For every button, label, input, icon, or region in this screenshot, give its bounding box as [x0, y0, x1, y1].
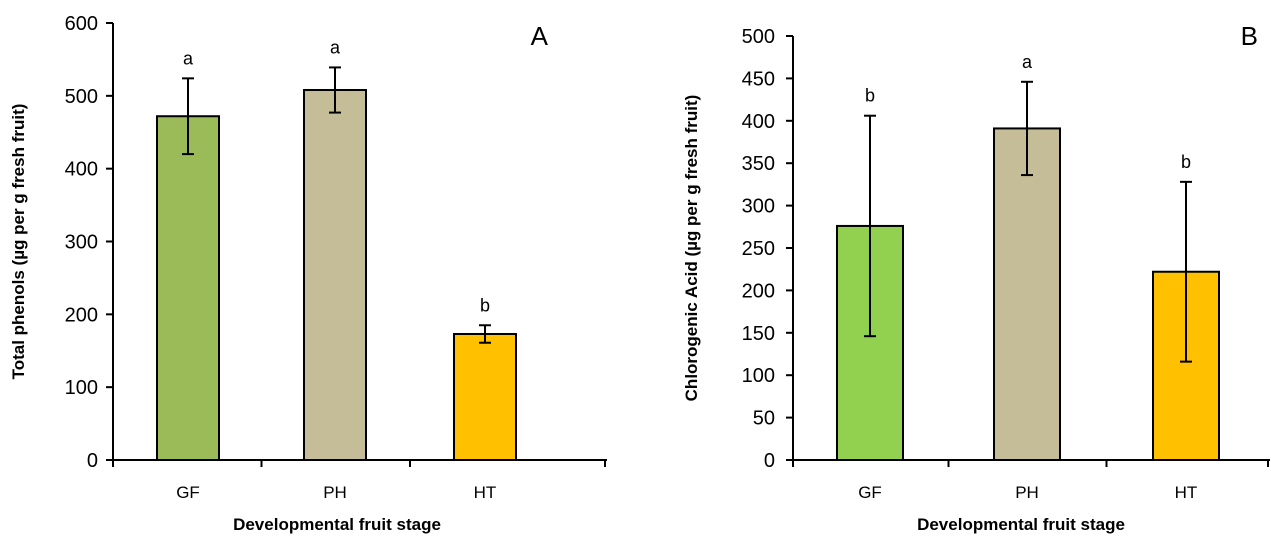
bar-ph — [993, 127, 1061, 461]
x-tick-label: GF — [176, 483, 200, 502]
y-tick-label: 450 — [742, 68, 775, 90]
y-tick-label: 400 — [65, 159, 98, 181]
y-tick-label: 200 — [742, 280, 775, 302]
y-tick-label: 200 — [65, 304, 98, 326]
y-tick-label: 400 — [742, 111, 775, 133]
bar-ht — [453, 332, 517, 461]
x-axis-title: Developmental fruit stage — [917, 515, 1125, 534]
y-tick-label: 300 — [742, 196, 775, 218]
panel-a-chart: 0 100 200 300 400 500 600 GF PH HT a a b A Total pheno… — [9, 13, 607, 534]
significance-label: b — [1181, 152, 1191, 172]
x-tick-label: GF — [858, 483, 882, 502]
significance-label: b — [865, 86, 875, 106]
panel-b-chart: 0 50 100 150 200 250 300 350 400 450 500 GF PH HT b a b B… — [682, 21, 1270, 534]
y-tick-label: 250 — [742, 238, 775, 260]
y-tick-label: 500 — [65, 86, 98, 108]
x-tick-label: PH — [323, 483, 347, 502]
y-tick-label: 500 — [742, 26, 775, 48]
x-tick-label: PH — [1015, 483, 1039, 502]
y-tick-label: 600 — [65, 13, 98, 35]
y-tick-label: 100 — [65, 377, 98, 399]
significance-label: a — [330, 37, 341, 57]
y-tick-label: 150 — [742, 323, 775, 345]
y-tick-label: 300 — [65, 232, 98, 254]
x-axis-title: Developmental fruit stage — [233, 515, 441, 534]
y-axis-title: Chlorogenic Acid (µg per g fresh fruit) — [682, 95, 701, 402]
y-tick-label: 50 — [753, 408, 775, 430]
significance-label: a — [183, 48, 194, 68]
panel-label: B — [1241, 21, 1258, 51]
y-tick-label: 350 — [742, 153, 775, 175]
y-tick-label: 100 — [742, 365, 775, 387]
y-tick-label: 0 — [87, 450, 98, 472]
x-tick-label: HT — [474, 483, 497, 502]
bar-ph — [303, 89, 367, 462]
y-axis-title: Total phenols (µg per g fresh fruit) — [9, 104, 28, 380]
significance-label: a — [1022, 52, 1033, 72]
y-tick-label: 0 — [764, 450, 775, 472]
bar-gf — [156, 115, 220, 462]
x-tick-label: HT — [1175, 483, 1198, 502]
panel-label: A — [531, 21, 549, 51]
significance-label: b — [480, 295, 490, 315]
